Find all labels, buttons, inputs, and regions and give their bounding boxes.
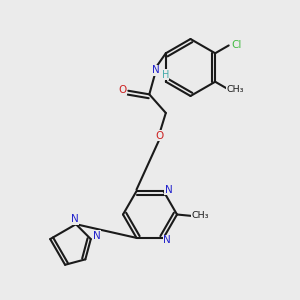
Text: N: N [165, 184, 172, 195]
Text: H: H [161, 70, 169, 80]
Text: CH₃: CH₃ [226, 85, 244, 94]
Text: N: N [70, 214, 78, 224]
Text: CH₃: CH₃ [192, 212, 209, 220]
Text: Cl: Cl [231, 40, 242, 50]
Text: N: N [152, 65, 160, 75]
Text: O: O [155, 131, 164, 141]
Text: N: N [163, 235, 171, 245]
Text: N: N [93, 231, 101, 241]
Text: O: O [118, 85, 126, 95]
